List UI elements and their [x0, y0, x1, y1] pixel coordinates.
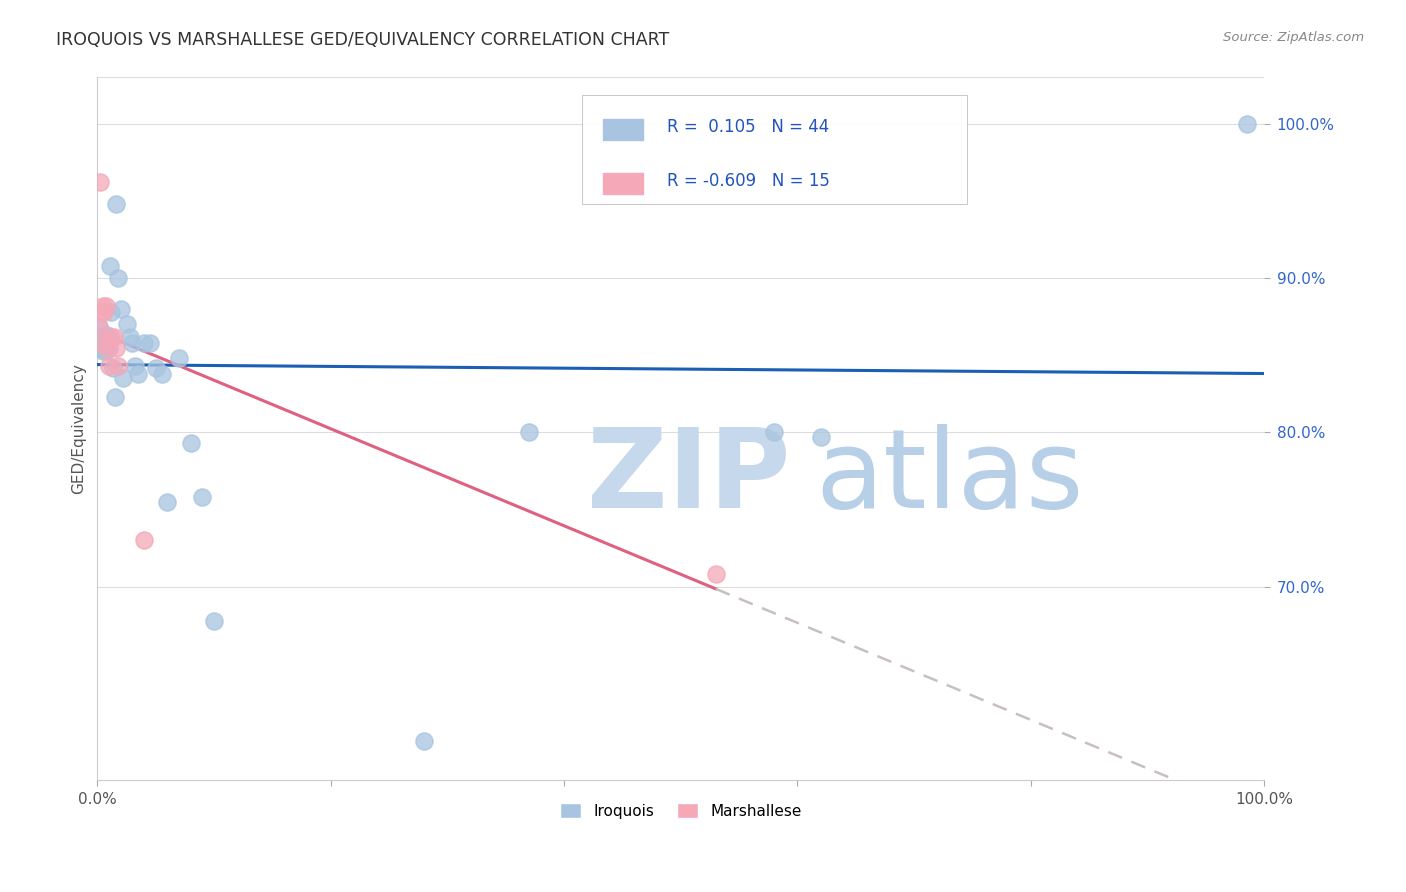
Point: [91, 343, 114, 358]
Point: [90, 333, 112, 347]
Point: [93, 333, 115, 347]
Point: [810, 430, 832, 444]
Point: [132, 533, 155, 548]
Point: [167, 351, 190, 366]
Point: [90, 305, 112, 319]
Point: [93, 329, 115, 343]
Point: [103, 329, 125, 343]
Y-axis label: GED/Equivalency: GED/Equivalency: [72, 363, 86, 494]
Point: [413, 734, 436, 748]
Point: [111, 371, 134, 385]
Point: [94, 343, 117, 358]
Point: [145, 360, 167, 375]
Point: [87, 320, 110, 334]
Point: [517, 425, 540, 440]
Point: [90, 341, 112, 355]
Point: [107, 359, 129, 373]
Point: [89, 337, 111, 351]
Point: [156, 495, 179, 509]
Point: [105, 197, 128, 211]
Point: [98, 341, 121, 355]
Point: [91, 335, 114, 350]
Point: [93, 305, 115, 319]
Point: [94, 337, 117, 351]
Point: [98, 329, 121, 343]
Bar: [603, 173, 644, 194]
Point: [191, 490, 214, 504]
Point: [110, 301, 132, 316]
Text: IROQUOIS VS MARSHALLESE GED/EQUIVALENCY CORRELATION CHART: IROQUOIS VS MARSHALLESE GED/EQUIVALENCY …: [56, 31, 669, 49]
Point: [89, 175, 111, 189]
Point: [91, 299, 114, 313]
Point: [121, 335, 143, 350]
Point: [127, 367, 149, 381]
Point: [96, 328, 118, 343]
Point: [101, 360, 124, 375]
Point: [118, 329, 141, 343]
Point: [107, 271, 129, 285]
Point: [91, 337, 114, 351]
Point: [180, 436, 202, 450]
Point: [87, 320, 110, 334]
Point: [97, 333, 120, 347]
Text: R = -0.609   N = 15: R = -0.609 N = 15: [666, 172, 830, 190]
Text: ZIP: ZIP: [588, 425, 790, 531]
Point: [124, 359, 146, 373]
Point: [98, 259, 121, 273]
Text: R =  0.105   N = 44: R = 0.105 N = 44: [666, 118, 830, 136]
Text: Source: ZipAtlas.com: Source: ZipAtlas.com: [1223, 31, 1364, 45]
Point: [91, 335, 114, 350]
Point: [139, 335, 162, 350]
Point: [89, 329, 111, 343]
Point: [96, 341, 118, 355]
Point: [763, 425, 786, 440]
Point: [115, 318, 138, 332]
Point: [132, 335, 155, 350]
Point: [202, 614, 225, 628]
Point: [105, 341, 128, 355]
Legend: Iroquois, Marshallese: Iroquois, Marshallese: [554, 797, 808, 824]
Text: atlas: atlas: [815, 425, 1084, 531]
FancyBboxPatch shape: [582, 95, 967, 204]
Point: [100, 329, 122, 343]
Point: [104, 390, 127, 404]
Bar: [603, 119, 644, 139]
Point: [94, 299, 117, 313]
Point: [704, 567, 727, 582]
Point: [96, 335, 118, 350]
Point: [150, 367, 173, 381]
Point: [1236, 117, 1258, 131]
Point: [98, 359, 121, 373]
Point: [100, 305, 122, 319]
